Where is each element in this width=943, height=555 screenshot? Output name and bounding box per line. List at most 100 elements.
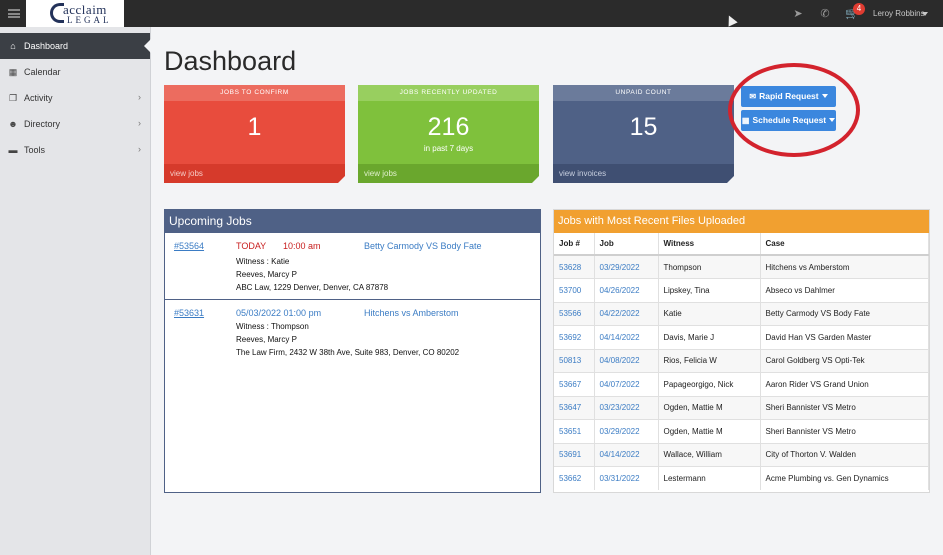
caret-down-icon[interactable] [922,12,928,16]
job-date-link[interactable]: 04/07/2022 [594,372,659,396]
users-icon: ☻ [8,119,18,129]
job-date-link[interactable]: 04/14/2022 [594,325,659,349]
stat-value: 1 [247,113,262,141]
job-number-link[interactable]: 53691 [554,442,595,467]
corner-fold [727,176,734,183]
case-cell: Aaron Rider VS Grand Union [760,372,929,396]
case-cell: Betty Carmody VS Body Fate [760,301,929,326]
stat-title: JOBS RECENTLY UPDATED [358,85,539,101]
column-header-job-number[interactable]: Job # [554,233,595,256]
recent-files-table: Job # Job Witness Case 53628 03/29/2022 Th… [554,233,929,490]
witness-cell: Thompson [658,254,761,279]
job-id-link[interactable]: #53564 [174,241,205,251]
stat-value: 15 [629,113,658,141]
witness-cell: Katie [658,301,761,326]
table-row[interactable]: 53651 03/29/2022 Ogden, Mattie M Sheri Bann… [554,419,929,443]
view-jobs-link[interactable]: view jobs [358,164,539,183]
job-date-link[interactable]: 04/26/2022 [594,278,659,302]
column-header-witness[interactable]: Witness [658,233,761,256]
stat-title: JOBS TO CONFIRM [164,85,345,101]
job-location: ABC Law, 1229 Denver, Denver, CA 87878 [236,283,389,292]
column-header-job[interactable]: Job [594,233,659,256]
calendar-icon: ▦ [8,67,18,77]
job-date: TODAY [236,241,267,251]
upcoming-jobs-panel: Upcoming Jobs #53564 TODAY 10:00 am Bett… [164,209,541,493]
table-row[interactable]: 53662 03/31/2022 Lestermann Acme Plumbing v… [554,466,929,490]
logo-text-top: acclaim [63,2,107,17]
witness-cell: Wallace, William [658,442,761,467]
table-row[interactable]: 53647 03/23/2022 Ogden, Mattie M Sheri Bann… [554,395,929,420]
case-cell: Sheri Bannister VS Metro [760,419,929,443]
job-witness: Witness : Katie [236,257,290,266]
user-menu[interactable]: Leroy Robbins [873,9,925,18]
witness-cell: Lipskey, Tina [658,278,761,302]
top-bar: acclaim LEGAL ➤ ✆ 🛒 4 Leroy Robbins [0,0,943,27]
job-number-link[interactable]: 50813 [554,348,595,373]
panel-title: Jobs with Most Recent Files Uploaded [554,210,929,233]
logo[interactable]: acclaim LEGAL [26,0,124,27]
job-number-link[interactable]: 53692 [554,325,595,349]
witness-cell: Davis, Marie J [658,325,761,349]
stat-value: 216 [427,113,470,141]
sidebar-item-directory[interactable]: ☻ Directory › [0,111,150,137]
job-attorney: Reeves, Marcy P [236,335,297,344]
sidebar-item-label: Dashboard [24,41,69,51]
case-cell: David Han VS Garden Master [760,325,929,349]
job-number-link[interactable]: 53700 [554,278,595,302]
witness-cell: Papageorgigo, Nick [658,372,761,396]
table-row[interactable]: 53628 03/29/2022 Thompson Hitchens vs Amber… [554,254,929,279]
copy-icon: ❐ [8,93,18,103]
job-date-link[interactable]: 04/22/2022 [594,301,659,326]
witness-cell: Rios, Felicia W [658,348,761,373]
upcoming-job: #53564 TODAY 10:00 am Betty Carmody VS B… [165,233,540,299]
job-date-link[interactable]: 03/31/2022 [594,466,659,490]
sidebar-item-tools[interactable]: ▬ Tools › [0,137,150,163]
phone-icon[interactable]: ✆ [820,8,830,20]
case-cell: City of Thorton V. Walden [760,442,929,467]
table-row[interactable]: 53667 04/07/2022 Papageorgigo, Nick Aaron R… [554,372,929,396]
job-number-link[interactable]: 53566 [554,301,595,326]
job-number-link[interactable]: 53628 [554,254,595,279]
corner-fold [532,176,539,183]
job-number-link[interactable]: 53662 [554,466,595,490]
chevron-right-icon: › [138,144,141,154]
sidebar: ⌂ Dashboard ▦ Calendar ❐ Activity › ☻ Di… [0,27,151,555]
job-date-link[interactable]: 04/14/2022 [594,442,659,467]
job-date-link[interactable]: 03/23/2022 [594,395,659,420]
table-row[interactable]: 53566 04/22/2022 Katie Betty Carmody VS Bod… [554,301,929,326]
case-cell: Sheri Bannister VS Metro [760,395,929,420]
chevron-right-icon: › [138,92,141,102]
stat-card-unpaid-count: UNPAID COUNT 15 view invoices [553,85,734,183]
job-date-link[interactable]: 04/08/2022 [594,348,659,373]
sidebar-item-calendar[interactable]: ▦ Calendar [0,59,150,85]
job-number-link[interactable]: 53647 [554,395,595,420]
divider [165,299,540,300]
job-number-link[interactable]: 53667 [554,372,595,396]
table-row[interactable]: 53691 04/14/2022 Wallace, William City of T… [554,442,929,467]
job-case-link[interactable]: Betty Carmody VS Body Fate [364,241,482,251]
job-date-link[interactable]: 03/29/2022 [594,419,659,443]
sidebar-item-label: Directory [24,119,61,129]
stat-subtitle: in past 7 days [423,144,474,153]
sidebar-item-label: Tools [24,145,46,155]
sidebar-item-dashboard[interactable]: ⌂ Dashboard [0,33,151,59]
job-witness: Witness : Thompson [236,322,309,331]
table-row[interactable]: 53692 04/14/2022 Davis, Marie J David Han V… [554,325,929,349]
location-arrow-icon[interactable]: ➤ [793,8,803,20]
job-id-link[interactable]: #53631 [174,308,205,318]
view-invoices-link[interactable]: view invoices [553,164,734,183]
job-number-link[interactable]: 53651 [554,419,595,443]
menu-icon[interactable] [8,9,20,18]
job-time: 10:00 am [283,241,321,251]
sidebar-item-label: Calendar [24,67,61,77]
job-date-link[interactable]: 03/29/2022 [594,254,659,279]
highlight-circle [728,63,860,157]
view-jobs-link[interactable]: view jobs [164,164,345,183]
column-header-case[interactable]: Case [760,233,929,256]
sidebar-item-activity[interactable]: ❐ Activity › [0,85,150,111]
job-case-link[interactable]: Hitchens vs Amberstom [364,308,459,318]
logo-mark-icon [50,3,64,23]
home-icon: ⌂ [10,41,16,51]
table-row[interactable]: 50813 04/08/2022 Rios, Felicia W Carol Gold… [554,348,929,373]
table-row[interactable]: 53700 04/26/2022 Lipskey, Tina Abseco vs Da… [554,278,929,302]
